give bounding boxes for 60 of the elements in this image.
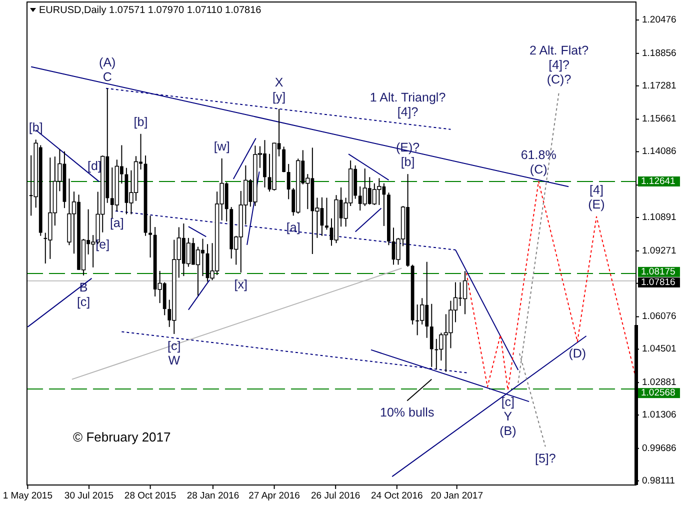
y-tick-label: 1.17281 — [642, 80, 676, 92]
x-tick-label: 28 Oct 2015 — [124, 490, 176, 502]
y-tick-label: 1.06076 — [642, 311, 676, 322]
y-tick-label: 1.02881 — [642, 377, 676, 388]
annotation: [e] — [96, 237, 110, 252]
annotation: [b] — [134, 114, 148, 129]
y-tick-label: 1.18856 — [642, 48, 676, 59]
annotation: [b] — [400, 155, 415, 170]
annotation: © February 2017 — [73, 430, 171, 444]
y-tick-label: 0.99686 — [642, 442, 676, 454]
annotation: [a] — [110, 216, 124, 230]
annotation: X — [274, 75, 284, 90]
y-tick-label: 1.09271 — [642, 245, 676, 256]
annotation: 61.8% — [520, 148, 556, 162]
ref-line-label: 1.07816 — [641, 276, 676, 288]
x-tick-label: 1 May 2015 — [2, 490, 53, 502]
y-tick-label: 1.04501 — [642, 344, 676, 355]
annotation: 2 Alt. Flat? — [529, 44, 589, 58]
y-tick-label: 1.01306 — [642, 410, 676, 421]
y-tick-label: 1.14086 — [642, 146, 676, 158]
annotation: (B) — [500, 424, 516, 438]
annotation: [5]? — [534, 452, 556, 466]
annotation: Y — [504, 410, 513, 424]
annotation: [4]? — [397, 105, 418, 120]
annotation: (D) — [568, 346, 586, 361]
x-tick-label: 26 Jul 2016 — [311, 490, 360, 502]
annotation: [b] — [28, 120, 43, 135]
annotation: (C)? — [546, 72, 572, 87]
annotation: 1 Alt. Triangl? — [370, 90, 446, 105]
x-tick-label: 28 Jan 2016 — [186, 490, 240, 502]
annotation: C — [102, 70, 112, 84]
annotation: [4] — [590, 183, 604, 198]
annotation: 10% bulls — [380, 406, 434, 420]
x-tick-label: 20 Jan 2017 — [430, 490, 483, 502]
ref-line-label: 1.08175 — [641, 266, 676, 278]
annotation: [a] — [286, 220, 300, 235]
annotation: (E)? — [396, 140, 420, 155]
y-tick-label: 1.15661 — [642, 114, 676, 125]
annotation: B — [79, 280, 88, 294]
annotation: [y] — [272, 90, 286, 104]
x-tick-label: 24 Oct 2016 — [371, 490, 423, 502]
ref-line-label: 1.12641 — [641, 176, 676, 187]
annotation: W — [168, 353, 180, 368]
annotation: (E) — [588, 198, 605, 212]
annotation: [d] — [87, 158, 102, 173]
annotation: [4]? — [548, 58, 570, 72]
x-tick-label: 27 Apr 2016 — [248, 490, 300, 502]
annotation: [w] — [214, 139, 230, 154]
annotation: [c] — [76, 294, 90, 309]
annotation: [c] — [168, 338, 181, 353]
annotation: (C) — [530, 162, 548, 176]
annotation: [c] — [501, 395, 515, 410]
y-tick-label: 1.20476 — [642, 14, 676, 26]
y-tick-label: 1.10891 — [642, 212, 676, 224]
annotation: (A) — [99, 55, 116, 70]
ref-line-label: 1.02568 — [641, 388, 676, 399]
annotation: [x] — [234, 278, 248, 292]
y-tick-label: 0.98111 — [642, 475, 675, 486]
x-tick-label: 30 Jul 2015 — [64, 490, 114, 502]
chart-title: EURUSD,Daily 1.07571 1.07970 1.07110 1.07816 — [39, 5, 262, 16]
